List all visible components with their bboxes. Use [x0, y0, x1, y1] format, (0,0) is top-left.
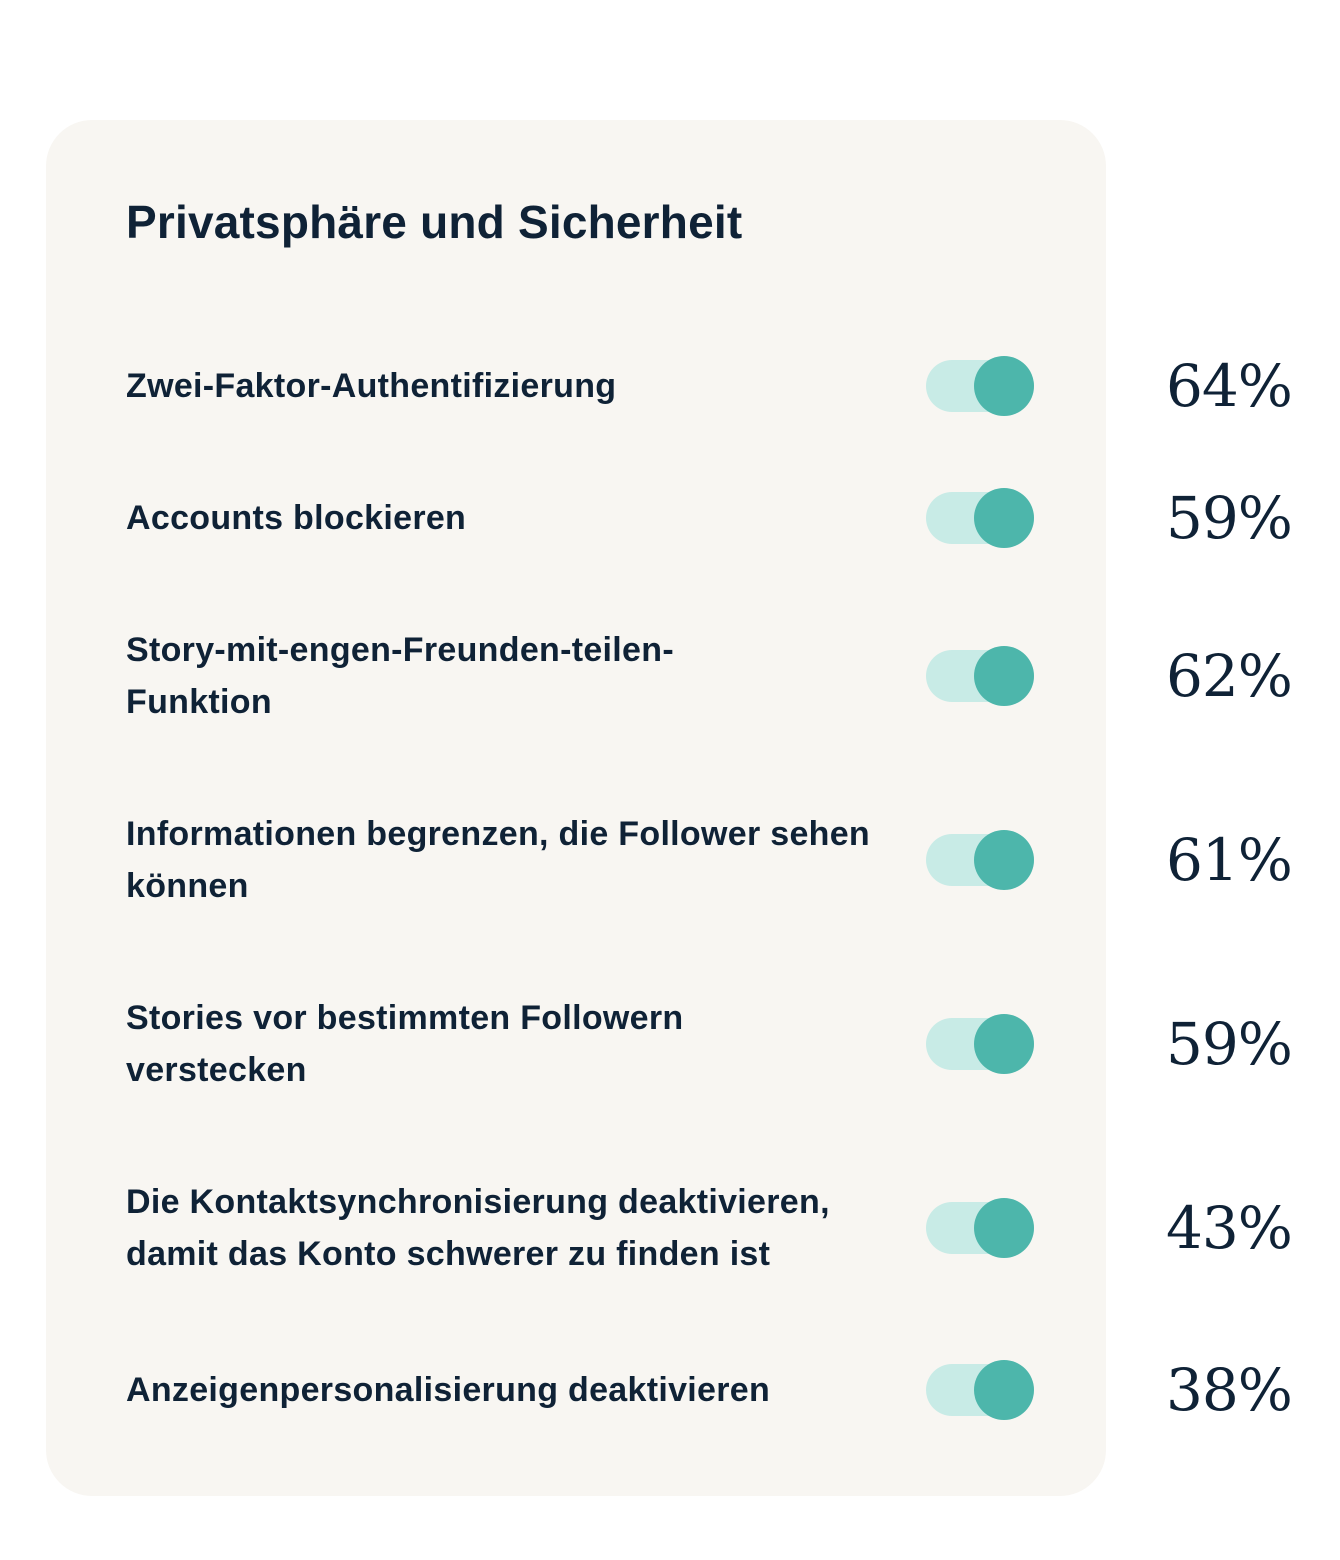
setting-label: Accounts blockieren: [126, 499, 467, 537]
setting-label: Stories vor bestimmten Followern verstec…: [126, 999, 684, 1089]
toggle-switch[interactable]: [926, 356, 1034, 416]
setting-percentage: 38%: [1166, 1356, 1293, 1424]
setting-percentage: 59%: [1166, 484, 1293, 552]
toggle-knob: [974, 646, 1034, 706]
toggle-knob: [974, 356, 1034, 416]
toggle-switch[interactable]: [926, 488, 1034, 548]
toggle-switch[interactable]: [926, 830, 1034, 890]
toggle-knob: [974, 1014, 1034, 1074]
toggle-switch[interactable]: [926, 1014, 1034, 1074]
setting-percentage: 43%: [1166, 1194, 1293, 1262]
toggle-knob: [974, 1360, 1034, 1420]
settings-card: [46, 120, 1106, 1496]
setting-label: Anzeigenpersonalisierung deaktivieren: [126, 1371, 771, 1409]
toggle-knob: [974, 830, 1034, 890]
setting-percentage: 64%: [1166, 352, 1293, 420]
section-title: Privatsphäre und Sicherheit: [126, 196, 743, 248]
setting-label: Die Kontaktsynchronisierung deaktivieren…: [126, 1183, 830, 1273]
setting-label: Informationen begrenzen, die Follower se…: [126, 815, 870, 905]
setting-percentage: 62%: [1166, 642, 1293, 710]
toggle-knob: [974, 1198, 1034, 1258]
toggle-switch[interactable]: [926, 1198, 1034, 1258]
setting-label: Story-mit-engen-Freunden-teilen-Funktion: [126, 631, 674, 721]
toggle-knob: [974, 488, 1034, 548]
setting-percentage: 59%: [1166, 1010, 1293, 1078]
toggle-switch[interactable]: [926, 646, 1034, 706]
setting-label: Zwei-Faktor-Authentifizierung: [126, 367, 617, 405]
setting-percentage: 61%: [1166, 826, 1293, 894]
toggle-switch[interactable]: [926, 1360, 1034, 1420]
